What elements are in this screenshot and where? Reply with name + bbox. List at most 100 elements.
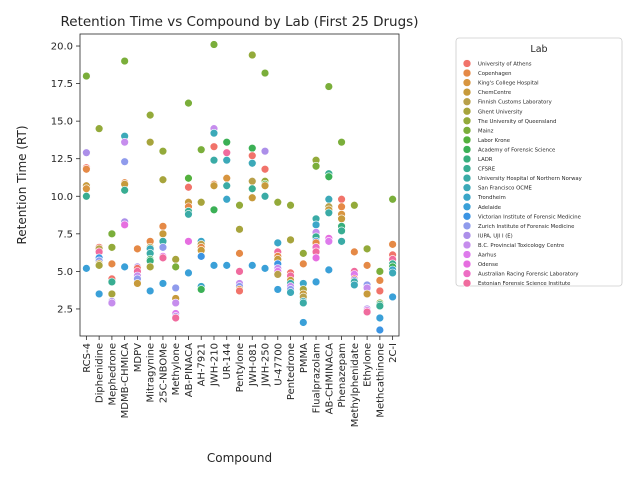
data-point [171, 313, 180, 323]
data-point [133, 244, 142, 254]
legend-entry: Victorian Institute of Forensic Medicine [462, 212, 581, 221]
x-tick-label: Methcathinone [375, 343, 386, 418]
y-axis-label: Retention Time (RT) [15, 125, 29, 244]
data-point [299, 259, 308, 269]
legend-marker [462, 59, 472, 68]
data-point [248, 177, 257, 186]
data-point [337, 202, 346, 211]
data-point [184, 183, 193, 192]
data-point [273, 238, 282, 248]
legend-label: Australian Racing Forensic Laboratory [478, 272, 579, 278]
data-point [375, 276, 385, 285]
x-tick-label: Pentedrone [286, 343, 297, 400]
legend-entry: B.C. Provincial Toxicology Centre [462, 240, 564, 250]
data-point [324, 195, 334, 204]
x-tick-label: Mitragynine [146, 343, 157, 402]
legend-entry: Academy of Forensic Science [462, 145, 555, 154]
data-point [184, 98, 193, 108]
data-point [337, 137, 346, 147]
data-point [145, 262, 155, 272]
legend-entry: Labor Krone [462, 135, 510, 145]
legend-label: Victorian Institute of Forensic Medicine [478, 214, 581, 220]
data-point [197, 285, 206, 294]
legend-label: Academy of Forensic Science [478, 147, 555, 153]
legend-entry: Mainz [462, 126, 494, 135]
legend-marker [462, 78, 472, 87]
data-point [120, 186, 129, 195]
legend-marker [462, 231, 472, 240]
legend-label: Finnish Customs Laboratory [478, 100, 552, 106]
y-tick-label: 7.5 [57, 229, 73, 240]
legend-marker [462, 135, 472, 145]
data-point [107, 259, 117, 269]
legend-label: Zurich Institute of Forensic Medicine [478, 224, 574, 230]
legend-label: San Francisco OCME [478, 186, 533, 192]
legend-label: Ghent University [478, 109, 523, 115]
legend-frame [455, 37, 623, 287]
data-point [286, 235, 295, 245]
data-point [120, 157, 129, 166]
x-tick-label: JWH-081 [248, 343, 259, 387]
data-point [158, 253, 168, 263]
x-tick-label: JWH-210 [209, 343, 220, 387]
data-point [375, 313, 385, 323]
data-point [197, 198, 206, 207]
legend-marker [462, 107, 472, 116]
data-point [350, 247, 359, 257]
data-point [248, 143, 257, 153]
data-point [260, 146, 270, 156]
data-point [82, 71, 91, 81]
data-point [82, 165, 91, 174]
data-point [324, 172, 334, 181]
data-point [311, 162, 321, 171]
legend-label: Copenhagen [478, 71, 512, 77]
x-tick-label: UR-144 [222, 343, 233, 380]
data-point [375, 267, 385, 276]
legend-marker [462, 68, 472, 78]
data-point [209, 40, 219, 49]
data-point [260, 68, 270, 78]
data-point [209, 205, 219, 214]
x-tick-label: Diphenidine [95, 343, 106, 403]
legend-marker [462, 212, 472, 221]
x-tick-label: Methylphenidate [350, 343, 361, 427]
data-point [375, 325, 385, 335]
data-point [311, 277, 321, 287]
x-tick-label: Methylone [171, 343, 182, 395]
legend-label: Labor Krone [478, 138, 510, 144]
y-tick-label: 20.0 [51, 42, 73, 53]
legend-marker [462, 154, 472, 164]
legend-entry: Copenhagen [462, 68, 512, 78]
y-tick-label: 12.5 [51, 154, 73, 165]
legend-marker [462, 250, 472, 259]
legend-entry: Australian Racing Forensic Laboratory [462, 269, 579, 278]
data-point [82, 184, 91, 193]
data-point [82, 192, 91, 201]
data-point [375, 301, 385, 311]
data-point [145, 286, 155, 296]
data-point [273, 198, 282, 207]
x-tick-label: MDMB-CHMICA [120, 343, 131, 418]
data-point [158, 243, 168, 252]
plot-area: 2.5 5.0 7.5 10.0 12.5 15.0 17.5 20.0 RCS-4 Diphen… [51, 33, 400, 427]
data-point [299, 318, 308, 327]
legend-label: King's College Hospital [478, 81, 539, 87]
data-point [337, 214, 346, 224]
legend-marker [462, 202, 472, 211]
data-point [171, 262, 180, 272]
chart-title: Retention Time vs Compound by Lab (First… [61, 14, 419, 30]
data-point [235, 286, 244, 296]
data-point [248, 261, 257, 270]
data-point [248, 50, 257, 60]
data-point [324, 265, 334, 275]
x-tick-label: Pentylone [235, 343, 246, 392]
y-tick-label: 10.0 [51, 192, 73, 203]
legend-marker [462, 183, 472, 192]
data-point [133, 279, 142, 288]
y-tick-label: 17.5 [51, 79, 73, 90]
data-point [375, 286, 385, 296]
legend-marker [462, 193, 472, 202]
x-tick-label: 25C-NBOMe [158, 343, 169, 403]
legend-label: The University of Queensland [477, 119, 556, 125]
